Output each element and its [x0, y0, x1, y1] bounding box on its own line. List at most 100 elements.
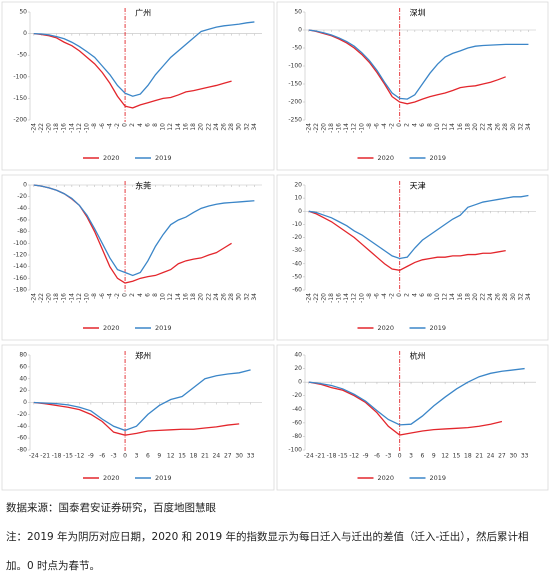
x-tick-label: 3 [135, 453, 139, 460]
panel-frame [276, 174, 549, 341]
x-tick-label: 34 [525, 123, 532, 131]
x-tick-label: 10 [160, 293, 167, 301]
x-tick-label: 30 [236, 123, 243, 131]
x-tick-label: 6 [419, 123, 426, 127]
x-tick-label: -14 [343, 123, 350, 133]
legend-label: 2019 [155, 324, 172, 332]
y-tick-label: -80 [17, 447, 27, 454]
x-tick-label: -14 [68, 293, 75, 303]
x-tick-label: 0 [122, 293, 129, 297]
x-tick-label: 8 [152, 123, 159, 127]
x-tick-label: 32 [243, 123, 250, 131]
legend-label: 2019 [430, 154, 447, 162]
x-tick-label: -4 [106, 123, 113, 129]
x-tick-label: -24 [30, 123, 37, 133]
x-tick-label: 0 [122, 123, 129, 127]
x-tick-label: 2 [129, 123, 136, 127]
x-tick-label: -22 [313, 123, 320, 133]
x-tick-label: -14 [343, 293, 350, 303]
x-tick-label: -6 [99, 293, 106, 299]
x-tick-label: 34 [525, 293, 532, 301]
x-tick-label: 20 [472, 123, 479, 131]
x-tick-label: 14 [175, 123, 182, 131]
x-tick-label: -6 [373, 123, 380, 129]
x-tick-label: -2 [389, 293, 396, 299]
x-tick-label: -24 [304, 453, 314, 460]
y-tick-label: 50 [294, 9, 302, 16]
x-tick-label: 15 [178, 453, 186, 460]
series-line [33, 32, 232, 109]
x-tick-label: 6 [420, 453, 424, 460]
x-tick-label: 8 [426, 293, 433, 297]
series-line [308, 29, 529, 100]
x-tick-label: 12 [167, 123, 174, 131]
x-tick-label: 10 [434, 293, 441, 301]
x-tick-label: -4 [106, 293, 113, 299]
x-tick-label: 28 [502, 123, 509, 131]
x-tick-label: 14 [449, 293, 456, 301]
x-tick-label: 28 [228, 123, 235, 131]
series-line [33, 184, 255, 277]
x-tick-label: -6 [373, 293, 380, 299]
y-tick-label: -120 [13, 252, 27, 259]
y-tick-label: 20 [294, 365, 302, 372]
x-tick-label: -24 [30, 293, 37, 303]
x-tick-label: -12 [349, 453, 359, 460]
x-tick-label: 12 [167, 453, 175, 460]
x-tick-label: -15 [338, 453, 348, 460]
y-tick-label: -80 [292, 433, 302, 440]
legend-label: 2020 [378, 154, 395, 162]
y-tick-label: 0 [23, 182, 27, 189]
y-tick-label: -40 [17, 423, 27, 430]
x-tick-label: 4 [411, 123, 418, 127]
x-tick-label: -6 [99, 123, 106, 129]
x-tick-label: 20 [472, 293, 479, 301]
legend-label: 2019 [155, 474, 172, 482]
x-tick-label: -6 [99, 453, 105, 460]
x-tick-label: 2 [129, 293, 136, 297]
x-tick-label: -20 [320, 123, 327, 133]
x-tick-label: 32 [243, 293, 250, 301]
series-line [33, 369, 251, 432]
y-tick-label: -140 [13, 263, 27, 270]
x-tick-label: 24 [213, 293, 220, 301]
y-tick-label: 40 [19, 375, 27, 382]
x-tick-label: 26 [220, 293, 227, 301]
y-tick-label: -100 [13, 240, 27, 247]
x-tick-label: 0 [398, 453, 402, 460]
x-tick-label: -8 [91, 293, 98, 299]
x-tick-label: 14 [175, 293, 182, 301]
x-tick-label: 10 [434, 123, 441, 131]
x-tick-label: 30 [236, 293, 243, 301]
x-tick-label: 18 [464, 453, 472, 460]
legend-label: 2020 [103, 474, 120, 482]
y-tick-label: -60 [17, 217, 27, 224]
x-tick-label: 20 [198, 123, 205, 131]
x-tick-label: 2 [404, 123, 411, 127]
series-line [308, 381, 503, 436]
x-tick-label: -16 [336, 293, 343, 303]
x-tick-label: -18 [52, 453, 62, 460]
series-line [33, 184, 232, 284]
legend-label: 2019 [430, 474, 447, 482]
y-tick-label: -20 [292, 392, 302, 399]
panel-frame [276, 1, 549, 171]
series-line [33, 21, 255, 97]
x-tick-label: 24 [487, 123, 494, 131]
x-tick-label: 3 [409, 453, 413, 460]
x-tick-label: 26 [495, 123, 502, 131]
x-tick-label: 16 [182, 293, 189, 301]
x-tick-label: 12 [442, 123, 449, 131]
x-tick-label: 8 [426, 123, 433, 127]
x-tick-label: 22 [479, 123, 486, 131]
series-line [308, 29, 506, 105]
x-tick-label: 20 [198, 293, 205, 301]
y-tick-label: -180 [13, 287, 27, 294]
x-tick-label: 26 [220, 123, 227, 131]
y-tick-label: -100 [13, 73, 27, 80]
series-line [308, 194, 529, 260]
panel-frame [276, 344, 549, 491]
y-tick-label: -50 [292, 45, 302, 52]
x-tick-label: -4 [381, 293, 388, 299]
legend-label: 2020 [103, 154, 120, 162]
